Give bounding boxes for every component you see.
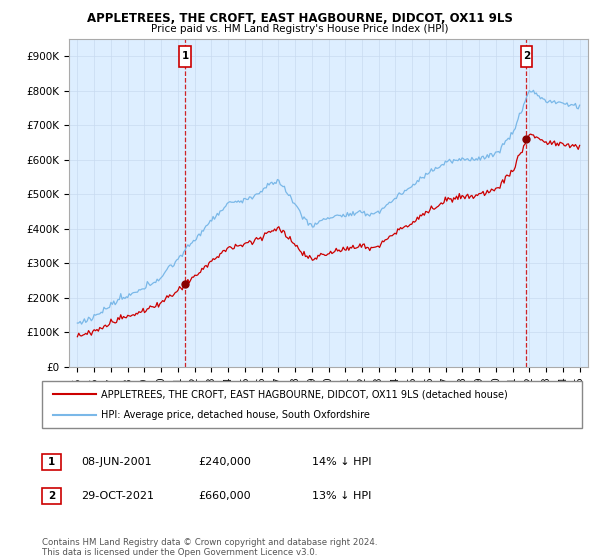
Text: 2: 2 — [47, 491, 55, 501]
FancyBboxPatch shape — [42, 381, 582, 428]
Text: 13% ↓ HPI: 13% ↓ HPI — [312, 491, 371, 501]
Text: APPLETREES, THE CROFT, EAST HAGBOURNE, DIDCOT, OX11 9LS: APPLETREES, THE CROFT, EAST HAGBOURNE, D… — [87, 12, 513, 25]
Text: 29-OCT-2021: 29-OCT-2021 — [81, 491, 154, 501]
FancyBboxPatch shape — [42, 488, 61, 503]
Text: 2: 2 — [523, 52, 530, 62]
FancyBboxPatch shape — [521, 46, 532, 67]
Text: £240,000: £240,000 — [198, 457, 251, 467]
FancyBboxPatch shape — [179, 46, 191, 67]
Text: £660,000: £660,000 — [198, 491, 251, 501]
FancyBboxPatch shape — [42, 454, 61, 470]
Text: 1: 1 — [47, 457, 55, 467]
Text: Price paid vs. HM Land Registry's House Price Index (HPI): Price paid vs. HM Land Registry's House … — [151, 24, 449, 34]
Text: HPI: Average price, detached house, South Oxfordshire: HPI: Average price, detached house, Sout… — [101, 410, 370, 420]
Text: APPLETREES, THE CROFT, EAST HAGBOURNE, DIDCOT, OX11 9LS (detached house): APPLETREES, THE CROFT, EAST HAGBOURNE, D… — [101, 389, 508, 399]
Text: 08-JUN-2001: 08-JUN-2001 — [81, 457, 152, 467]
Text: 14% ↓ HPI: 14% ↓ HPI — [312, 457, 371, 467]
Text: 1: 1 — [181, 52, 189, 62]
Text: Contains HM Land Registry data © Crown copyright and database right 2024.
This d: Contains HM Land Registry data © Crown c… — [42, 538, 377, 557]
